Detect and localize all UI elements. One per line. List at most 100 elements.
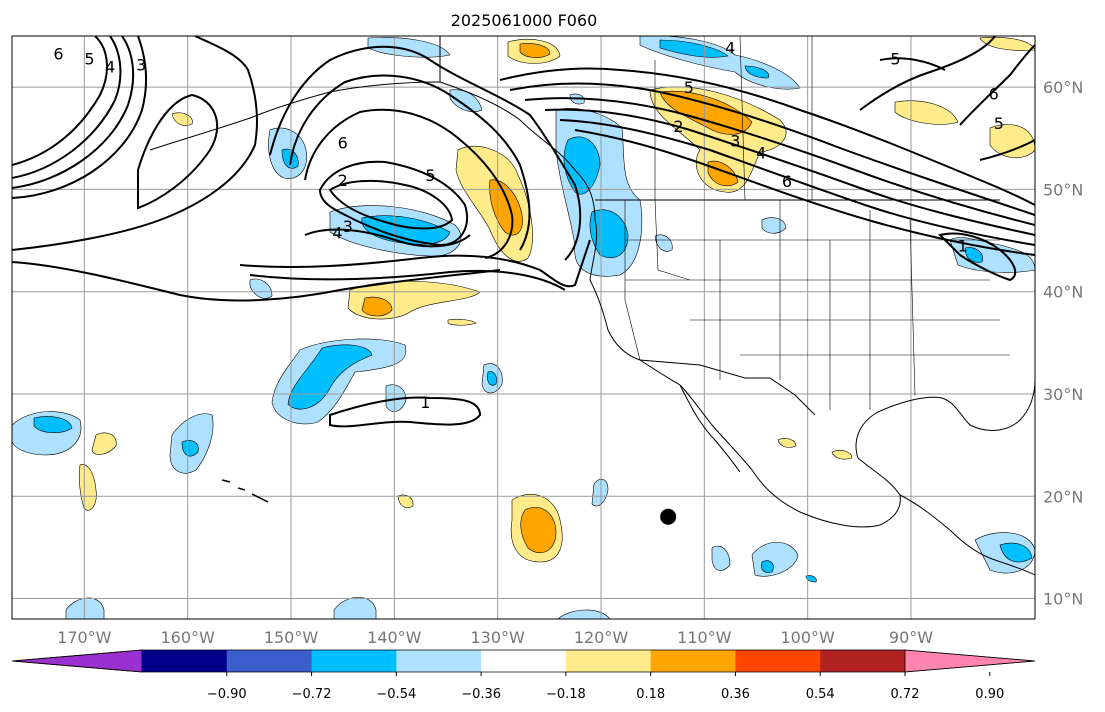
- contour-value-label: 6: [989, 84, 999, 103]
- contour-line: [304, 108, 514, 259]
- contour-value-label: 6: [782, 172, 792, 191]
- state-border: [909, 219, 916, 396]
- contour-line: [12, 36, 108, 166]
- colorbar-tick-label: 0.36: [721, 687, 750, 702]
- longitude-tick-label: 170°W: [57, 628, 112, 647]
- negative-anomaly-core: [487, 371, 497, 386]
- contour-line: [12, 36, 258, 251]
- colorbar-tick-label: −0.72: [292, 687, 332, 702]
- contour-line: [318, 160, 468, 247]
- contour-line: [559, 119, 1035, 246]
- latitude-tick-label: 40°N: [1043, 283, 1083, 302]
- colorbar-tick-label: −0.36: [461, 687, 501, 702]
- negative-anomaly-region: [367, 37, 451, 58]
- contour-value-label: 3: [730, 131, 740, 150]
- longitude-tick-label: 140°W: [367, 628, 422, 647]
- contour-value-label: 1: [958, 237, 968, 256]
- longitude-tick-label: 150°W: [264, 628, 319, 647]
- latitude-tick-label: 50°N: [1043, 180, 1083, 199]
- contour-line: [137, 93, 219, 210]
- contour-line: [328, 179, 454, 230]
- central-america-coastline: [899, 494, 1035, 576]
- contour-line: [249, 269, 566, 291]
- negative-anomaly-region: [65, 597, 105, 619]
- colorbar-segment: [311, 650, 397, 672]
- longitude-tick-label: 90°W: [889, 628, 933, 647]
- province-border: [739, 36, 746, 201]
- positive-anomaly-core: [707, 160, 739, 187]
- contour-value-label: 5: [425, 166, 435, 185]
- colorbar-segment: [735, 650, 821, 672]
- colorbar-tick-label: 0.90: [975, 687, 1004, 702]
- contour-line: [12, 36, 148, 199]
- longitude-tick-label: 160°W: [160, 628, 215, 647]
- colorbar: −0.90 −0.72 −0.54 −0.36 −0.18 0.18 0.36 0.54 0.7…: [11, 649, 1036, 702]
- colorbar-segment: [565, 650, 652, 672]
- contour-line: [239, 239, 591, 288]
- latitude-tick-label: 60°N: [1043, 78, 1083, 97]
- positive-anomaly-region: [78, 464, 97, 511]
- negative-anomaly-region: [805, 575, 817, 583]
- contour-value-label: 4: [105, 58, 115, 77]
- contour-value-label: 5: [684, 78, 694, 97]
- us-mexico-border: [639, 359, 816, 416]
- colorbar-tick-label: −0.18: [546, 687, 586, 702]
- negative-anomaly-core: [659, 39, 729, 58]
- latitude-tick-label: 10°N: [1043, 590, 1083, 609]
- contour-value-label: 5: [84, 50, 94, 69]
- contour-value-label: 4: [332, 223, 342, 242]
- negative-anomaly-core: [744, 65, 770, 79]
- contour-line: [12, 36, 122, 179]
- negative-anomaly-region: [711, 545, 731, 571]
- positive-anomaly-core: [519, 43, 551, 58]
- longitude-tick-label: 110°W: [677, 628, 732, 647]
- negative-anomaly-region: [591, 478, 609, 507]
- map-title: 2025061000 F060: [451, 11, 598, 30]
- contour-value-label: 4: [756, 144, 766, 163]
- state-border: [654, 199, 691, 281]
- negative-anomaly-core: [181, 440, 199, 457]
- colorbar-tick-label: 0.18: [636, 687, 665, 702]
- longitude-tick-label: 120°W: [574, 628, 629, 647]
- latitude-tick-labels: 10°N 20°N 30°N 40°N 50°N 60°N: [1043, 78, 1083, 608]
- contour-value-label: 5: [994, 114, 1004, 133]
- height-contours: [12, 36, 1035, 428]
- latitude-tick-label: 30°N: [1043, 385, 1083, 404]
- colorbar-extend-low: [11, 649, 143, 673]
- positive-anomaly-core: [361, 296, 393, 317]
- colorbar-outline: [11, 649, 1036, 673]
- latitude-tick-label: 20°N: [1043, 487, 1083, 506]
- contour-value-label: 2: [673, 117, 683, 136]
- contour-line: [879, 57, 946, 71]
- colorbar-segment: [396, 650, 482, 672]
- negative-anomaly-core: [589, 209, 629, 258]
- contour-value-label: 3: [136, 56, 146, 75]
- storm-center-marker: [660, 508, 677, 525]
- longitude-tick-labels: 170°W 160°W 150°W 140°W 130°W 120°W 110°W 100°W…: [57, 628, 933, 647]
- contour-value-label: 6: [338, 133, 348, 152]
- negative-anomaly-core: [964, 247, 983, 263]
- contour-value-label: 5: [890, 50, 900, 69]
- colorbar-segment: [820, 650, 906, 672]
- contour-line: [499, 67, 1035, 206]
- contour-value-label: 2: [338, 171, 348, 190]
- hawaii-islands: [221, 479, 269, 503]
- contour-line: [12, 261, 501, 302]
- contour-line: [979, 139, 1035, 161]
- map-frame: [11, 35, 1036, 620]
- negative-anomaly-core: [761, 560, 774, 573]
- baja-california-coastline: [679, 384, 741, 473]
- contour-value-label: 1: [420, 393, 430, 412]
- alaska-coastline: [149, 81, 441, 151]
- positive-anomaly-region: [91, 432, 117, 455]
- negative-anomaly-region: [654, 234, 673, 252]
- colorbar-extend-high: [904, 649, 1036, 673]
- positive-anomaly-region: [989, 124, 1035, 158]
- contour-line: [509, 82, 1035, 216]
- anomaly-shading: [12, 36, 1035, 619]
- gridlines: [12, 36, 1035, 619]
- positive-anomaly-core: [520, 506, 557, 553]
